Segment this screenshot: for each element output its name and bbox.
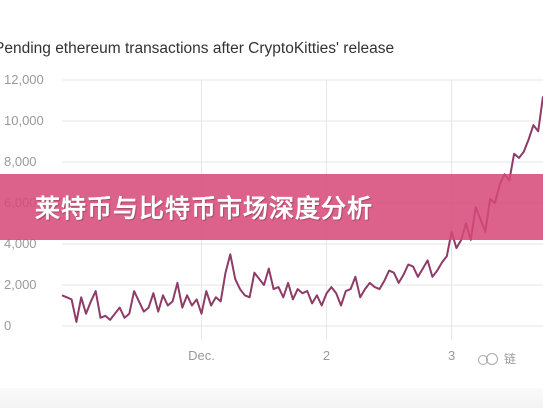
y-tick-label: 8,000 [4,154,37,169]
banner-title: 莱特币与比特币市场深度分析 [35,194,374,223]
y-tick-label: 12,000 [4,72,44,87]
x-tick-label: 3 [448,348,455,363]
x-axis-ticks: Dec. 2 3 [188,348,455,363]
chart-title: Pending ethereum transactions after Cryp… [0,40,395,57]
watermark: 链 [478,350,516,367]
y-tick-label: 2,000 [4,277,37,292]
watermark-text: 链 [504,352,517,366]
watermark-logo-icon [478,352,500,365]
y-tick-label: 10,000 [4,113,44,128]
title-banner: 莱特币与比特币市场深度分析 [0,174,543,240]
bottom-strip [0,388,543,408]
x-tick-label: 2 [323,348,330,363]
y-tick-label: 0 [4,318,11,333]
x-tick-label: Dec. [188,348,215,363]
